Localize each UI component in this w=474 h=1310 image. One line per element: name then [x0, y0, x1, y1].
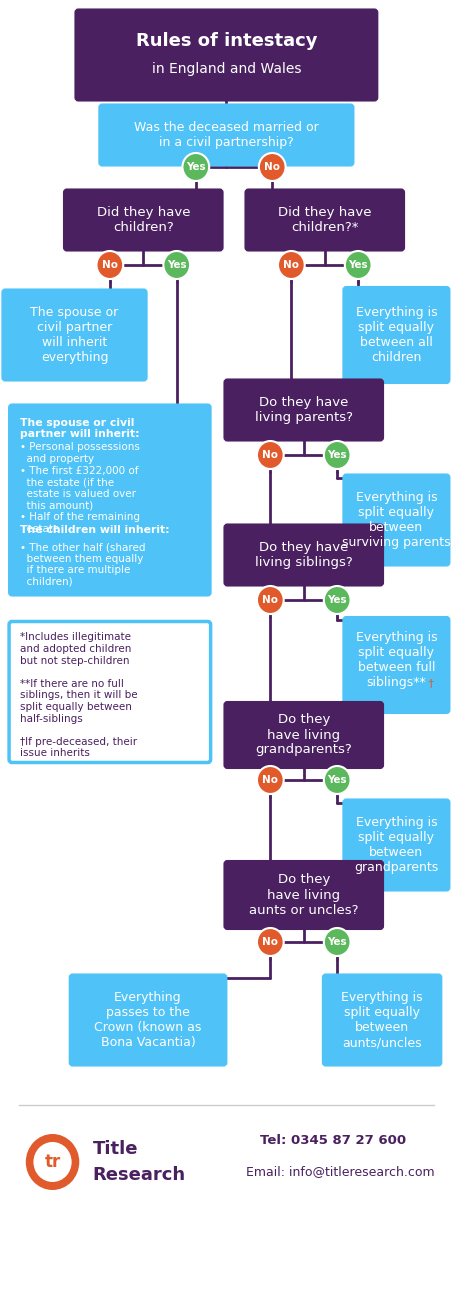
Text: Yes: Yes: [186, 162, 206, 172]
Circle shape: [324, 441, 351, 469]
Text: Did they have
children?*: Did they have children?*: [278, 206, 372, 234]
Text: Research: Research: [92, 1166, 186, 1184]
Text: Do they
have living
grandparents?: Do they have living grandparents?: [255, 714, 352, 756]
FancyBboxPatch shape: [100, 105, 354, 165]
Text: Yes: Yes: [328, 451, 347, 460]
Text: Title: Title: [92, 1140, 138, 1158]
Text: The spouse or
civil partner
will inherit
everything: The spouse or civil partner will inherit…: [30, 307, 118, 364]
Text: No: No: [283, 259, 300, 270]
Text: in England and Wales: in England and Wales: [152, 62, 301, 76]
Text: No: No: [262, 937, 278, 947]
Text: No: No: [262, 776, 278, 785]
Text: Do they
have living
aunts or uncles?: Do they have living aunts or uncles?: [249, 874, 358, 917]
Text: †: †: [425, 679, 434, 688]
Text: Did they have
children?: Did they have children?: [97, 206, 190, 234]
Circle shape: [324, 766, 351, 794]
Circle shape: [164, 252, 190, 279]
Circle shape: [257, 927, 284, 956]
Circle shape: [257, 766, 284, 794]
FancyBboxPatch shape: [2, 290, 146, 380]
FancyBboxPatch shape: [343, 799, 449, 891]
Text: The children will inherit:: The children will inherit:: [19, 525, 169, 534]
Text: Yes: Yes: [328, 937, 347, 947]
Text: Yes: Yes: [328, 776, 347, 785]
Text: Was the deceased married or
in a civil partnership?: Was the deceased married or in a civil p…: [134, 121, 319, 149]
Text: tr: tr: [45, 1153, 61, 1171]
Text: Yes: Yes: [348, 259, 368, 270]
FancyBboxPatch shape: [64, 190, 223, 250]
FancyBboxPatch shape: [343, 617, 449, 713]
Circle shape: [259, 153, 286, 181]
Circle shape: [345, 252, 372, 279]
Text: Do they have
living siblings?: Do they have living siblings?: [255, 541, 353, 569]
FancyBboxPatch shape: [343, 287, 449, 383]
Text: • The other half (shared
  between them equally
  if there are multiple
  childr: • The other half (shared between them eq…: [19, 542, 145, 587]
Circle shape: [278, 252, 305, 279]
Text: The spouse or civil
partner will inherit:: The spouse or civil partner will inherit…: [19, 418, 139, 439]
Text: No: No: [102, 259, 118, 270]
Circle shape: [257, 441, 284, 469]
FancyBboxPatch shape: [225, 524, 383, 586]
FancyBboxPatch shape: [9, 405, 210, 596]
Text: Everything
passes to the
Crown (known as
Bona Vacantia): Everything passes to the Crown (known as…: [94, 990, 202, 1049]
Text: Yes: Yes: [328, 595, 347, 605]
FancyBboxPatch shape: [225, 702, 383, 768]
Text: *Includes illegitimate
and adopted children
but not step-children

**If there ar: *Includes illegitimate and adopted child…: [19, 633, 137, 758]
Text: • Personal possessions
  and property
• The first £322,000 of
  the estate (if t: • Personal possessions and property • Th…: [19, 443, 139, 533]
Text: Everything is
split equally
between
aunts/uncles: Everything is split equally between aunt…: [341, 990, 423, 1049]
Text: Rules of intestacy: Rules of intestacy: [136, 31, 317, 50]
FancyBboxPatch shape: [70, 975, 227, 1065]
FancyBboxPatch shape: [225, 380, 383, 440]
Text: Everything is
split equally
between
surviving parents: Everything is split equally between surv…: [342, 491, 451, 549]
Text: Tel: 0345 87 27 600: Tel: 0345 87 27 600: [260, 1133, 406, 1146]
Circle shape: [324, 586, 351, 614]
Circle shape: [34, 1142, 72, 1182]
Circle shape: [257, 586, 284, 614]
Circle shape: [97, 252, 123, 279]
FancyBboxPatch shape: [9, 621, 210, 762]
Circle shape: [26, 1134, 79, 1189]
Text: Everything is
split equally
between full
siblings**: Everything is split equally between full…: [356, 631, 437, 689]
Text: Everything is
split equally
between all
children: Everything is split equally between all …: [356, 307, 437, 364]
Circle shape: [324, 927, 351, 956]
Text: Yes: Yes: [167, 259, 187, 270]
Text: Everything is
split equally
between
grandparents: Everything is split equally between gran…: [354, 816, 438, 874]
FancyBboxPatch shape: [246, 190, 404, 250]
FancyBboxPatch shape: [323, 975, 441, 1065]
Text: Do they have
living parents?: Do they have living parents?: [255, 396, 353, 424]
Circle shape: [182, 153, 209, 181]
FancyBboxPatch shape: [75, 9, 377, 101]
Text: No: No: [264, 162, 280, 172]
Text: No: No: [262, 451, 278, 460]
FancyBboxPatch shape: [225, 861, 383, 929]
Text: No: No: [262, 595, 278, 605]
FancyBboxPatch shape: [343, 474, 449, 566]
Text: Email: info@titleresearch.com: Email: info@titleresearch.com: [246, 1166, 435, 1179]
